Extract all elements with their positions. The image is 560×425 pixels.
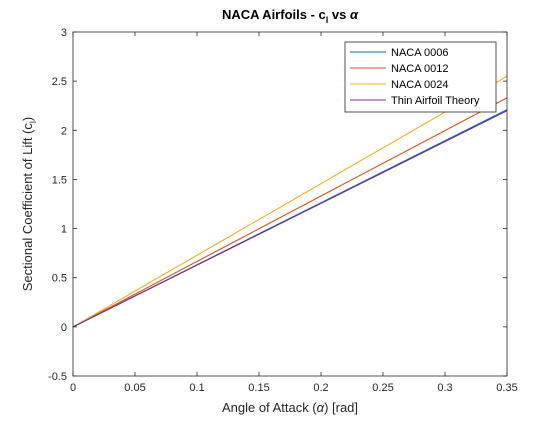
legend-label-3: Thin Airfoil Theory	[391, 95, 480, 107]
series-line-3	[72, 110, 508, 328]
series-line-2	[72, 75, 508, 328]
x-tick-label-6: 0.3	[437, 382, 452, 394]
chart-title-subscript: l	[326, 15, 329, 25]
legend-label-0: NACA 0006	[391, 47, 448, 59]
x-tick-label-4: 0.2	[313, 382, 328, 394]
y-tick-label-2: 0.5	[52, 273, 67, 285]
y-tick-label-6: 2.5	[52, 76, 67, 88]
y-tick-label-1: 0	[61, 322, 67, 334]
y-tick-label-0: -0.5	[48, 371, 67, 383]
chart-title-alpha: α	[350, 7, 359, 22]
y-axis-label-subscript: l	[28, 121, 38, 123]
series-layer	[72, 75, 508, 328]
y-tick-label-3: 1	[61, 224, 67, 236]
x-tick-label-7: 0.35	[496, 382, 517, 394]
legend-label-2: NACA 0024	[391, 79, 448, 91]
legend: NACA 0006 NACA 0012 NACA 0024 Thin Airfoil …	[344, 41, 497, 113]
chart-title: NACA Airfoils - cl vs α	[222, 7, 359, 25]
y-axis-label: Sectional Coefficient of Lift (cl)	[20, 117, 38, 291]
chart-title-vs: vs	[328, 7, 350, 22]
x-tick-label-3: 0.15	[248, 382, 269, 394]
y-tick-label-7: 3	[61, 27, 67, 39]
x-axis-label-alpha: α	[317, 400, 325, 415]
series-line-1	[72, 97, 508, 328]
y-tick-label-4: 1.5	[52, 174, 67, 186]
x-tick-label-0: 0	[70, 382, 76, 394]
tick-layer: 0 0.05 0.1 0.15 0.2 0.25 0.3 0.35-0.500.511.522…	[48, 27, 518, 394]
legend-label-1: NACA 0012	[391, 63, 448, 75]
axes-box	[72, 31, 508, 377]
y-tick-label-5: 2	[61, 125, 67, 137]
x-tick-label-5: 0.25	[372, 382, 393, 394]
x-tick-label-2: 0.1	[189, 382, 204, 394]
x-tick-label-1: 0.05	[124, 382, 145, 394]
x-axis-label: Angle of Attack (α) [rad]	[222, 400, 358, 415]
legend-items: NACA 0006 NACA 0012 NACA 0024 Thin Airfoil …	[350, 47, 480, 107]
